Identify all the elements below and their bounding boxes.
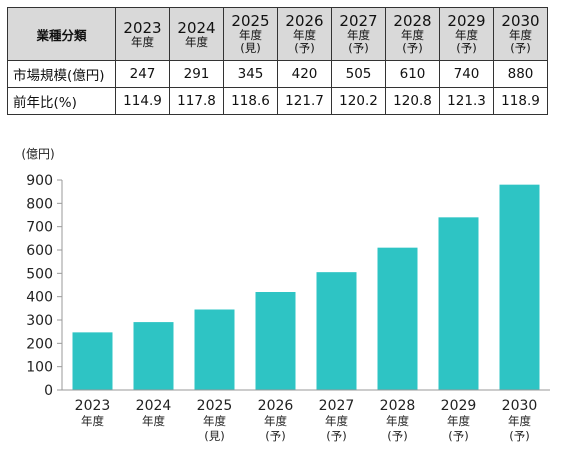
table-header-cell: 2024 年度 [169, 7, 224, 61]
y-tick-label: 200 [26, 336, 53, 352]
x-tick-label-year: 2028 [380, 398, 416, 414]
x-tick-label-sub: 年度 [142, 414, 165, 428]
table-header-cell: 2027 年度 (予) [331, 7, 386, 61]
x-tick-label-year: 2026 [258, 398, 294, 414]
x-tick-label-sub2: (見) [204, 429, 224, 443]
table-cell: 118.6 [223, 87, 278, 115]
x-tick-label-sub2: (予) [509, 429, 529, 443]
table-header-sub2: (予) [294, 41, 315, 55]
x-tick-label-year: 2023 [75, 398, 111, 414]
y-tick-label: 500 [26, 266, 53, 282]
table-header-sub: 年度 [131, 34, 154, 49]
table-header-sub: 年度 [347, 28, 370, 42]
table-cell: 121.7 [277, 87, 332, 115]
table-header-sub2: (予) [348, 41, 369, 55]
table-header-year: 2029 [447, 12, 486, 30]
table-header-sub2: (予) [402, 41, 423, 55]
table-header-year: 2027 [339, 12, 378, 30]
x-tick-label-year: 2024 [136, 398, 172, 414]
table-cell: 120.8 [385, 87, 440, 115]
bar-2024 [133, 322, 174, 390]
x-tick-label-sub: 年度 [325, 414, 348, 428]
x-tick-label-year: 2029 [441, 398, 477, 414]
table-header-sub: 年度 [293, 28, 316, 42]
table-header-cell: 2026 年度 (予) [277, 7, 332, 61]
x-tick-label-sub2: (予) [265, 429, 285, 443]
bar-2025 [194, 309, 235, 390]
table-header-cell: 2030 年度 (予) [493, 7, 548, 61]
x-tick-label-sub: 年度 [386, 414, 409, 428]
y-tick-label: 100 [26, 360, 53, 376]
y-tick-label: 700 [26, 220, 53, 236]
table-cell: 121.3 [439, 87, 494, 115]
table-header-sub: 年度 [239, 28, 262, 42]
x-tick-label-sub: 年度 [81, 414, 104, 428]
x-tick-label-sub: 年度 [447, 414, 470, 428]
table-header-sub: 年度 [455, 28, 478, 42]
table-header-year: 2025 [231, 12, 270, 30]
x-tick-label-sub: 年度 [203, 414, 226, 428]
table-cell: 114.9 [115, 87, 170, 115]
table-header-year: 2030 [501, 12, 540, 30]
y-axis-label: (億円) [21, 147, 54, 161]
bar-2027 [316, 272, 357, 390]
y-tick-label: 0 [44, 383, 53, 399]
table-row-label: 前年比(%) [7, 87, 116, 115]
table-header-cell: 2028 年度 (予) [385, 7, 440, 61]
x-tick-label-sub: 年度 [508, 414, 531, 428]
table-cell: 120.2 [331, 87, 386, 115]
y-tick-label: 300 [26, 313, 53, 329]
table-header-sub2: (予) [456, 41, 477, 55]
bar-2023 [72, 332, 113, 390]
x-tick-label-year: 2025 [197, 398, 233, 414]
table-header-label: 業種分類 [7, 7, 116, 61]
table-cell: 247 [115, 60, 170, 88]
x-tick-label-year: 2030 [502, 398, 538, 414]
y-tick-label: 800 [26, 196, 53, 212]
table-header-row: 業種分類 2023 年度 2024 年度 2025 年度 (見) 2026 年度 (予) 2… [7, 7, 548, 61]
table-header-cell: 2025 年度 (見) [223, 7, 278, 61]
x-tick-label-sub2: (予) [387, 429, 407, 443]
table-header-sub: 年度 [185, 34, 208, 49]
y-tick-label: 900 [26, 173, 53, 189]
bar-2030 [499, 184, 540, 390]
table-header-sub: 年度 [401, 28, 424, 42]
table-cell: 505 [331, 60, 386, 88]
bar-2026 [255, 292, 296, 390]
bar-2029 [438, 217, 479, 390]
table-row-yoy: 前年比(%) 114.9 117.8 118.6 121.7 120.2 120… [7, 87, 548, 115]
x-tick-label-sub2: (予) [326, 429, 346, 443]
table-row-label: 市場規模(億円) [7, 60, 116, 88]
x-tick-label-sub2: (予) [448, 429, 468, 443]
table-header-year: 2024 [177, 18, 216, 37]
table-header-sub2: (予) [510, 41, 531, 55]
bar-2028 [377, 247, 418, 390]
y-tick-label: 600 [26, 243, 53, 259]
table-header-sub: 年度 [509, 28, 532, 42]
y-tick-label: 400 [26, 290, 53, 306]
x-tick-label-sub: 年度 [264, 414, 287, 428]
table-header-sub2: (見) [240, 41, 261, 55]
table-header-year: 2023 [123, 18, 162, 37]
table-header-year: 2028 [393, 12, 432, 30]
market-size-table: 業種分類 2023 年度 2024 年度 2025 年度 (見) 2026 年度 (予) 2… [7, 7, 548, 115]
table-cell: 118.9 [493, 87, 548, 115]
table-header-year: 2026 [285, 12, 324, 30]
x-tick-label-year: 2027 [319, 398, 355, 414]
